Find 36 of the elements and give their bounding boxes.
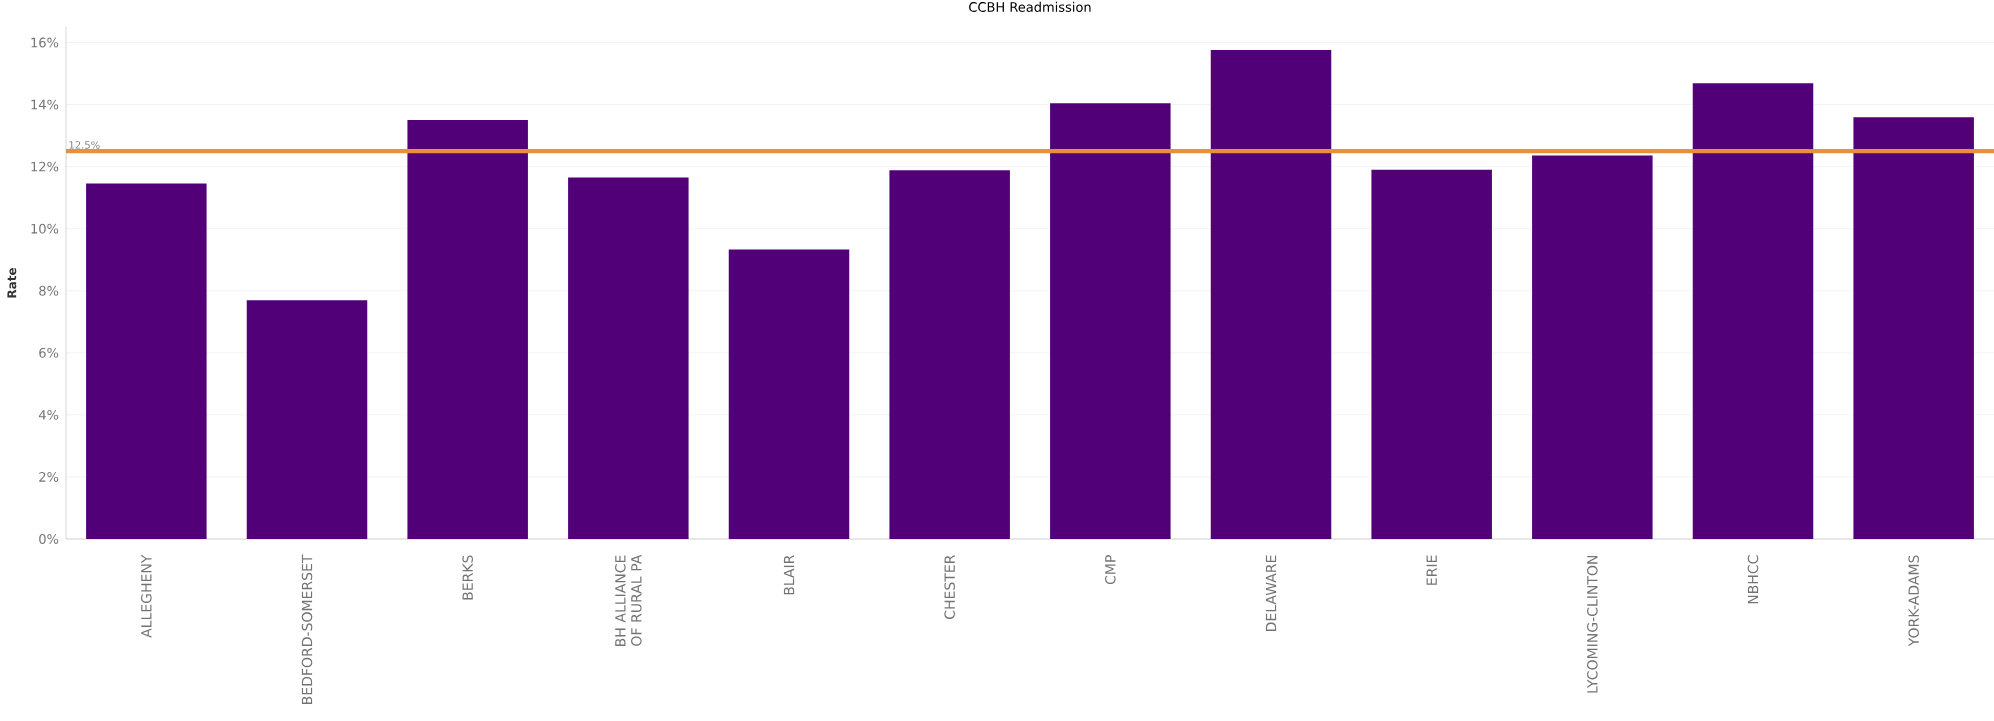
bar xyxy=(407,120,528,539)
bar xyxy=(246,300,368,539)
bar xyxy=(1692,83,1814,539)
x-tick-label: BERKS xyxy=(462,555,473,600)
ref-line-label: 12.5% xyxy=(69,141,100,149)
x-tick-label: BLAIR xyxy=(783,555,795,595)
x-tick-label: ALLEGHENY xyxy=(141,554,152,638)
bar xyxy=(1050,103,1171,539)
bar xyxy=(1371,169,1492,539)
chart-title: CCBH Readmission xyxy=(969,1,1091,12)
bar xyxy=(1210,49,1332,539)
x-tick-label: CHESTER xyxy=(944,555,955,619)
x-tick-label: DELAWARE xyxy=(1265,555,1277,631)
y-tick-label: 8% xyxy=(39,285,59,296)
y-tick-label: 12% xyxy=(31,161,59,172)
bar xyxy=(568,177,689,539)
bar xyxy=(1853,117,1974,539)
bar xyxy=(86,183,207,539)
y-axis-title: Rate xyxy=(7,267,17,298)
x-tick-label: ERIE xyxy=(1426,555,1437,585)
bar xyxy=(1532,155,1653,539)
bar xyxy=(889,170,1010,539)
x-tick-label: CMP xyxy=(1105,555,1116,585)
y-tick-label: 10% xyxy=(31,223,59,234)
y-tick-label: 2% xyxy=(39,472,59,482)
x-tick-label: YORK-ADAMS xyxy=(1908,555,1919,647)
x-tick-label: NBHCC xyxy=(1747,555,1759,604)
x-tick-label: BH ALLIANCE OF RURAL PA xyxy=(615,554,642,646)
y-tick-label: 6% xyxy=(39,347,59,358)
x-tick-label: LYCOMING-CLINTON xyxy=(1587,555,1598,693)
y-tick-label: 4% xyxy=(38,409,59,420)
x-tick-label: BEDFORD-SOMERSET xyxy=(301,554,313,704)
y-tick-label: 0% xyxy=(39,534,59,544)
y-tick-label: 16% xyxy=(31,37,59,48)
bar xyxy=(728,249,850,539)
y-tick-label: 14% xyxy=(31,99,59,110)
